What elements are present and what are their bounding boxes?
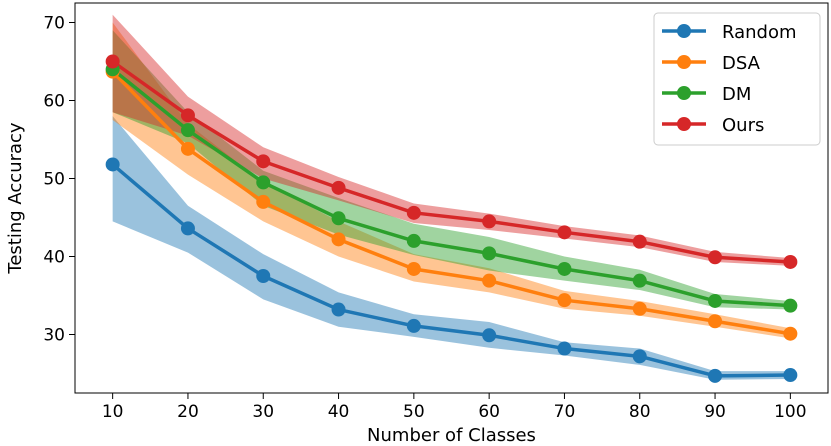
point-ours-100 <box>783 254 798 269</box>
x-tick-label-90: 90 <box>704 402 726 422</box>
point-random-40 <box>331 302 346 317</box>
legend-marker-dsa <box>677 55 691 69</box>
point-dm-60 <box>482 246 497 261</box>
point-random-10 <box>105 157 120 172</box>
point-dm-70 <box>557 261 572 276</box>
legend-label-dsa: DSA <box>722 53 761 74</box>
point-dm-50 <box>406 233 421 248</box>
point-random-50 <box>406 318 421 333</box>
band-random <box>112 116 791 380</box>
point-dm-90 <box>708 293 723 308</box>
point-ours-10 <box>105 54 120 69</box>
point-ours-70 <box>557 225 572 240</box>
legend-marker-random <box>677 24 691 38</box>
x-tick-label-10: 10 <box>102 402 124 422</box>
y-tick-label-30: 30 <box>43 326 65 346</box>
x-tick-label-80: 80 <box>629 402 651 422</box>
y-tick-label-40: 40 <box>43 248 65 268</box>
x-tick-label-60: 60 <box>478 402 500 422</box>
y-tick-label-60: 60 <box>43 92 65 112</box>
y-tick-label-70: 70 <box>43 14 65 34</box>
plot-frame <box>74 2 829 394</box>
x-tick-label-40: 40 <box>328 402 350 422</box>
point-dm-30 <box>256 175 271 190</box>
point-ours-90 <box>708 250 723 265</box>
point-ours-80 <box>632 234 647 249</box>
point-dsa-20 <box>180 141 195 156</box>
point-dsa-80 <box>632 301 647 316</box>
legend-label-ours: Ours <box>722 115 764 136</box>
point-random-20 <box>180 221 195 236</box>
point-dsa-90 <box>708 314 723 329</box>
line-ours <box>110 59 793 264</box>
line-dm <box>110 67 793 308</box>
legend: Random DSA DM Ours <box>653 12 821 146</box>
point-dsa-50 <box>406 261 421 276</box>
x-tick-label-20: 20 <box>177 402 199 422</box>
point-random-100 <box>783 368 798 383</box>
legend-marker-dm <box>677 86 691 100</box>
point-ours-30 <box>256 154 271 169</box>
x-tick-label-50: 50 <box>403 402 425 422</box>
point-random-70 <box>557 341 572 356</box>
x-tick-label-100: 100 <box>774 402 806 422</box>
y-axis-label: Testing Accuracy <box>5 122 26 275</box>
point-ours-20 <box>180 108 195 123</box>
point-dsa-40 <box>331 232 346 247</box>
x-tick-label-30: 30 <box>252 402 274 422</box>
point-dm-100 <box>783 298 798 313</box>
series-points <box>105 54 798 383</box>
point-dm-40 <box>331 211 346 226</box>
x-axis-ticks: 10 20 30 40 50 60 70 80 90 100 <box>102 393 807 422</box>
line-dsa <box>110 69 793 336</box>
legend-box <box>653 12 821 146</box>
point-ours-40 <box>331 180 346 195</box>
point-dsa-70 <box>557 293 572 308</box>
point-dm-80 <box>632 273 647 288</box>
x-tick-label-70: 70 <box>554 402 576 422</box>
x-axis-label: Number of Classes <box>367 425 536 446</box>
y-tick-label-50: 50 <box>43 170 65 190</box>
point-dsa-30 <box>256 194 271 209</box>
point-ours-50 <box>406 205 421 220</box>
point-dsa-60 <box>482 273 497 288</box>
point-ours-60 <box>482 214 497 229</box>
legend-label-random: Random <box>722 22 797 43</box>
legend-marker-ours <box>677 117 691 131</box>
line-random <box>110 162 793 378</box>
point-dsa-100 <box>783 326 798 341</box>
point-random-30 <box>256 269 271 283</box>
point-dm-20 <box>180 123 195 138</box>
legend-label-dm: DM <box>722 84 751 105</box>
y-axis-ticks: 30 40 50 60 70 <box>43 14 75 346</box>
point-random-80 <box>632 349 647 364</box>
point-random-90 <box>708 368 723 383</box>
point-random-60 <box>482 328 497 343</box>
series-lines <box>110 59 793 378</box>
